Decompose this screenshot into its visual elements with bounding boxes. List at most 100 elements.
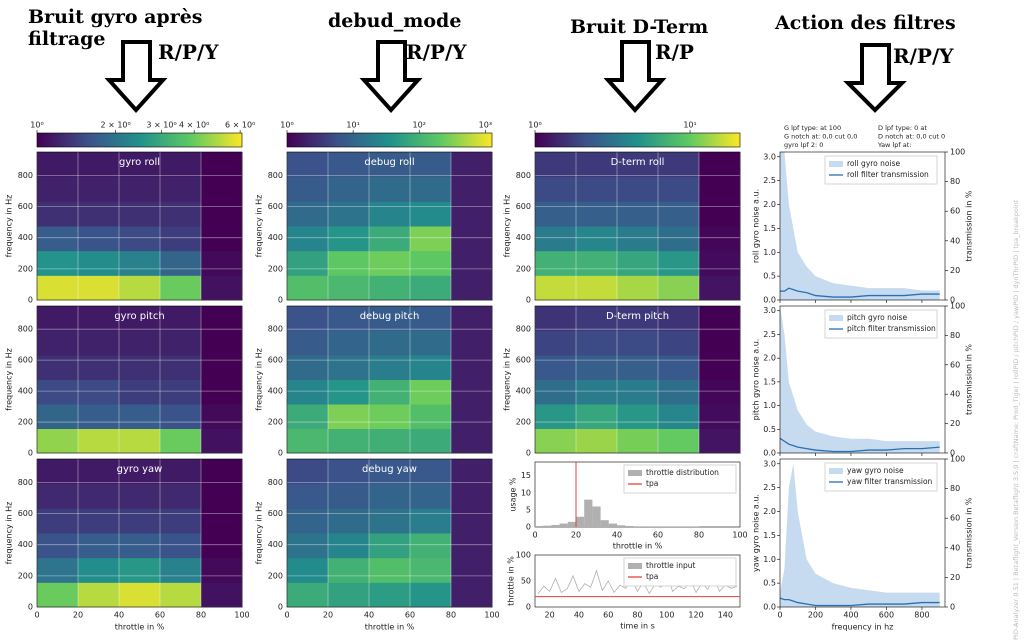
heatmap-cell xyxy=(78,176,120,202)
heatmap-cell xyxy=(617,404,659,429)
heatmap-cell xyxy=(658,275,700,301)
heatmap-cell xyxy=(410,201,452,227)
y-tick-label: 400 xyxy=(18,540,33,549)
heatmap-cell xyxy=(369,459,411,485)
y2-tick-label: 40 xyxy=(950,236,960,245)
y2-tick-label: 20 xyxy=(950,573,960,582)
heatmap-cell xyxy=(160,201,202,227)
heatmap-cell xyxy=(328,582,370,608)
heatmap-cell xyxy=(160,508,202,534)
legend-label: roll gyro noise xyxy=(847,159,900,168)
legend-box xyxy=(623,464,737,494)
y2-tick-label: 0 xyxy=(950,296,955,305)
heatmap-cell xyxy=(699,379,741,405)
heatmap-cell xyxy=(369,226,411,252)
heatmap-cell xyxy=(369,582,411,608)
x-tick-label: 40 xyxy=(114,611,124,620)
heatmap-cell xyxy=(451,201,493,227)
y-tick-label: 0 xyxy=(28,603,33,612)
heatmap-cell xyxy=(160,176,202,202)
annotation-title: debud_mode xyxy=(328,10,462,32)
y-tick-label: 0.5 xyxy=(763,272,776,281)
filter-info: D lpf type: 0 at xyxy=(878,124,927,132)
heatmap-cell xyxy=(658,330,700,356)
heatmap-cell xyxy=(328,152,370,178)
panel-title: D-term roll xyxy=(611,157,665,168)
heatmap-cell xyxy=(410,459,452,485)
heatmap-cell xyxy=(410,557,452,583)
heatmap-cell xyxy=(410,152,452,178)
heatmap-cell xyxy=(576,250,618,276)
heatmap-cell xyxy=(328,330,370,356)
heatmap-cell xyxy=(369,379,411,405)
x-tick-label: 100 xyxy=(234,611,249,620)
heatmap-cell xyxy=(119,428,161,454)
plot-frame xyxy=(36,151,243,301)
heatmap-cell xyxy=(535,355,577,380)
plot-frame xyxy=(779,151,946,301)
y-tick-label: 0 xyxy=(526,449,531,458)
heatmap-cell xyxy=(617,275,659,301)
colorbar-tick-label: 10⁰ xyxy=(280,121,293,130)
heatmap-cell xyxy=(201,250,243,276)
legend-label: pitch filter transmission xyxy=(847,324,936,333)
heatmap-cell xyxy=(410,306,452,331)
y-tick-label: 1.0 xyxy=(763,248,776,257)
heatmap-cell xyxy=(369,275,411,301)
heatmap-cell xyxy=(451,250,493,276)
x-tick-label: 20 xyxy=(545,611,555,620)
legend-label: roll filter transmission xyxy=(847,170,929,179)
histogram-bar xyxy=(559,523,568,527)
heatmap-cell xyxy=(287,379,329,405)
colorbar-tick-label: 10¹ xyxy=(346,121,359,130)
y-tick-label: 5 xyxy=(526,505,531,514)
heatmap-cell xyxy=(617,330,659,356)
x-tick-label: 20 xyxy=(323,611,333,620)
filter-info: G lpf type: at 100 xyxy=(784,124,841,132)
heatmap-cell xyxy=(451,226,493,252)
heatmap-cell xyxy=(78,533,120,559)
heatmap-cell xyxy=(369,152,411,178)
y-axis-label: frequency in Hz xyxy=(255,348,264,411)
heatmap-cell xyxy=(78,330,120,356)
x-tick-label: 40 xyxy=(612,531,622,540)
legend-label: yaw filter transmission xyxy=(847,477,933,486)
y2-tick-label: 80 xyxy=(950,484,960,493)
heatmap-cell xyxy=(287,226,329,252)
y2-tick-label: 60 xyxy=(950,207,960,216)
heatmap-cell xyxy=(658,428,700,454)
y-tick-label: 600 xyxy=(268,356,283,365)
y-tick-label: 200 xyxy=(268,418,283,427)
heatmap-cell xyxy=(451,176,493,202)
heatmap-cell xyxy=(369,250,411,276)
histogram-bar xyxy=(551,524,560,527)
heatmap-cell xyxy=(328,226,370,252)
y-tick-label: 200 xyxy=(516,418,531,427)
colorbar xyxy=(534,132,741,148)
y-tick-label: 2.0 xyxy=(763,200,776,209)
y-tick-label: 400 xyxy=(268,387,283,396)
heatmap-cell xyxy=(451,404,493,429)
heatmap-cell xyxy=(451,379,493,405)
y-axis-label: frequency in Hz xyxy=(5,502,14,565)
heatmap-cell xyxy=(369,201,411,227)
y-tick-label: 1.0 xyxy=(763,555,776,564)
y-tick-label: 600 xyxy=(268,202,283,211)
legend-box xyxy=(824,462,938,492)
heatmap-cell xyxy=(451,152,493,178)
y-axis-label: pitch gyro noise a.u. xyxy=(752,339,761,421)
y-tick-label: 0.5 xyxy=(763,579,776,588)
heatmap-cell xyxy=(160,152,202,178)
colorbar-tick-label: 10¹ xyxy=(683,121,696,130)
heatmap-cell xyxy=(451,355,493,380)
x-tick-label: 100 xyxy=(659,611,674,620)
heatmap-cell xyxy=(658,379,700,405)
legend-swatch xyxy=(829,161,843,167)
y-tick-label: 600 xyxy=(18,202,33,211)
y-tick-label: 600 xyxy=(18,356,33,365)
heatmap-cell xyxy=(78,582,120,608)
heatmap-cell xyxy=(37,152,79,178)
heatmap-cell xyxy=(78,226,120,252)
heatmap-cell xyxy=(328,275,370,301)
heatmap-cell xyxy=(576,379,618,405)
